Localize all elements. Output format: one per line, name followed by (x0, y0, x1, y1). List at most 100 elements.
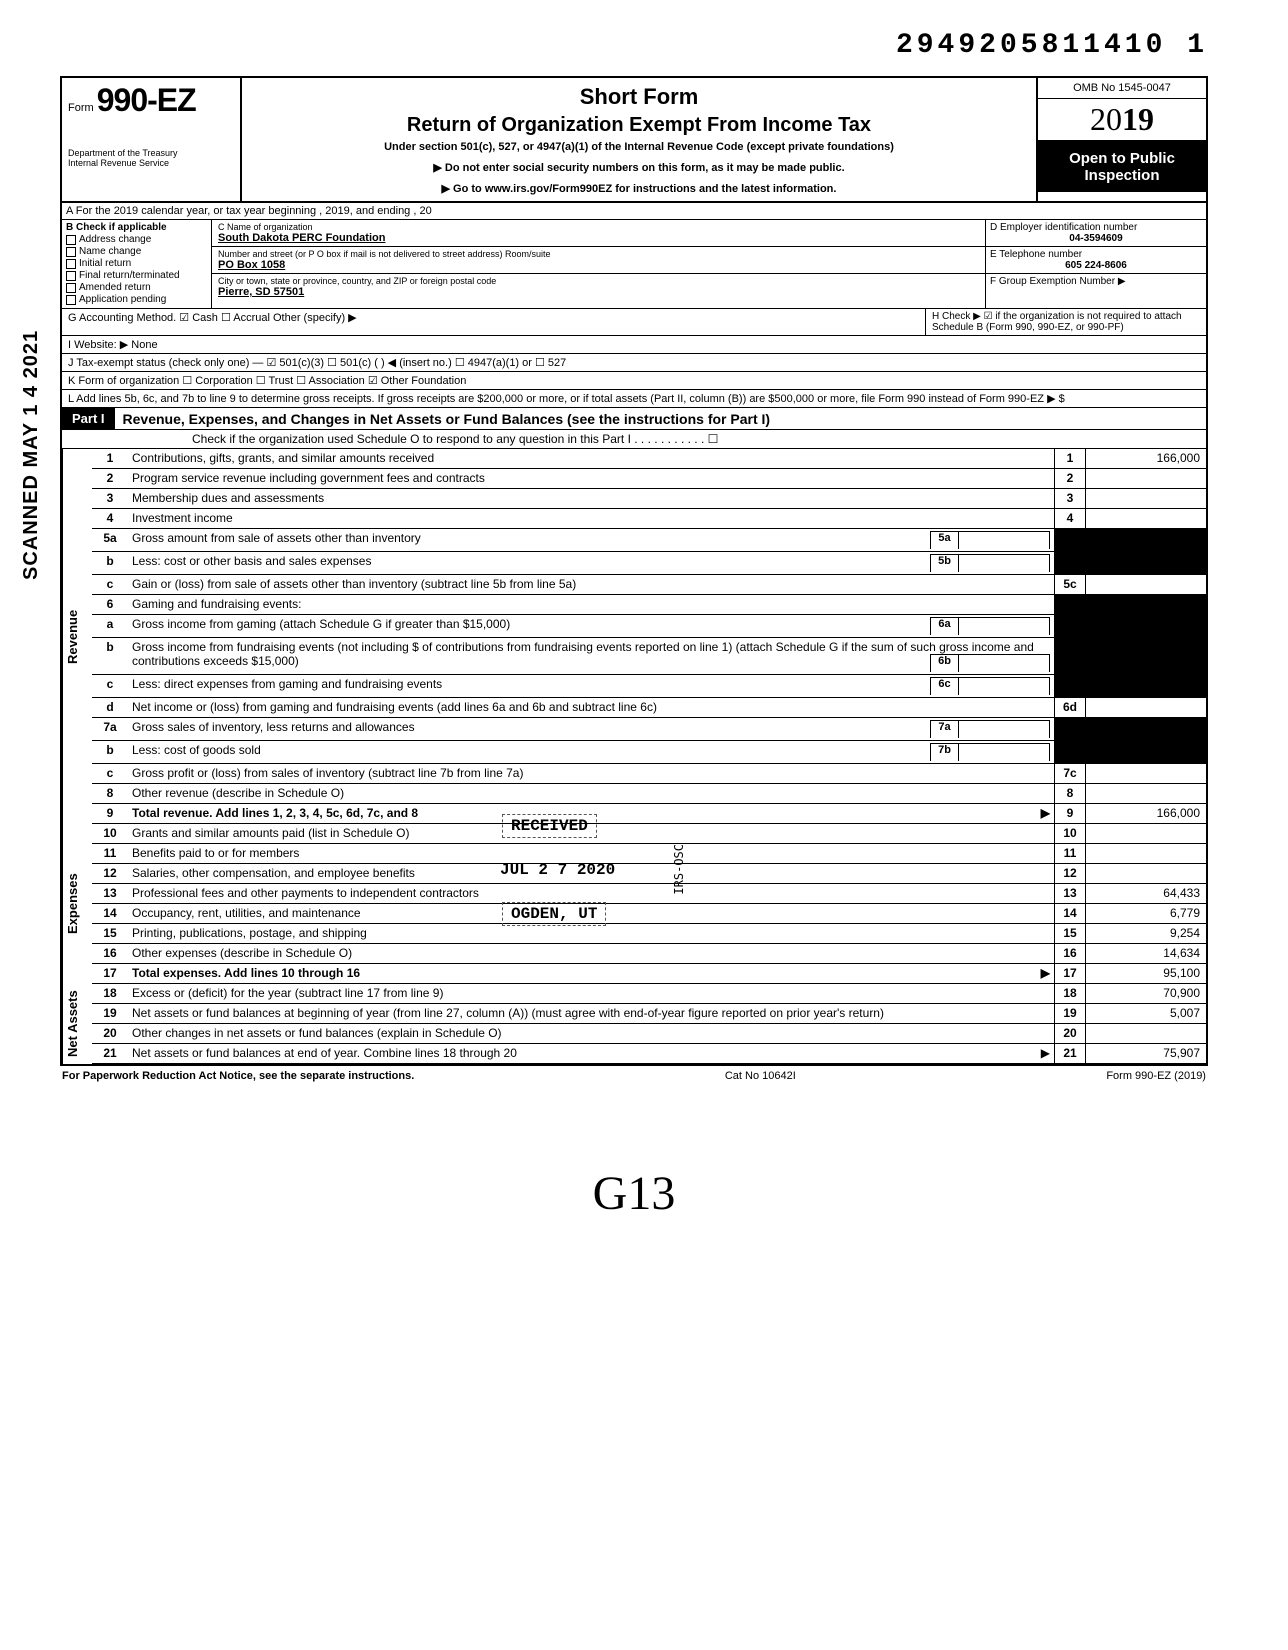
tax-year: 2019 (1038, 99, 1206, 142)
header-left: Form 990-EZ Department of the Treasury I… (62, 78, 242, 201)
line-1: 1Contributions, gifts, grants, and simil… (92, 449, 1206, 469)
line-rn: 9 (1054, 804, 1086, 823)
open-public: Open to Public Inspection (1038, 142, 1206, 192)
line-value: 14,634 (1086, 944, 1206, 963)
chk-initial[interactable] (66, 259, 76, 269)
chk-amended[interactable] (66, 283, 76, 293)
side-expenses: Expenses (62, 824, 92, 984)
line-b: bLess: cost of goods sold7b (92, 741, 1206, 764)
year-bold: 19 (1122, 101, 1154, 137)
line-b: bGross income from fundraising events (n… (92, 638, 1206, 675)
header-mid: Short Form Return of Organization Exempt… (242, 78, 1036, 201)
row-i: I Website: ▶ None (62, 336, 1206, 354)
line-value (1086, 575, 1206, 594)
return-title: Return of Organization Exempt From Incom… (248, 114, 1030, 137)
doc-number: 2949205811410 1 (60, 30, 1208, 61)
jul-stamp: JUL 2 7 2020 (492, 859, 623, 881)
line-19: 19Net assets or fund balances at beginni… (92, 1004, 1206, 1024)
line-rn: 14 (1054, 904, 1086, 923)
line-text: Gain or (loss) from sale of assets other… (128, 575, 1054, 594)
line-text: Less: direct expenses from gaming and fu… (128, 675, 1054, 697)
arrow-ssn: ▶ Do not enter social security numbers o… (248, 161, 1030, 174)
footer-mid: Cat No 10642I (725, 1070, 796, 1082)
line-num: 14 (92, 904, 128, 923)
line-text: Gaming and fundraising events: (128, 595, 1054, 614)
line-text: Gross sales of inventory, less returns a… (128, 718, 1054, 740)
line-text: Excess or (deficit) for the year (subtra… (128, 984, 1054, 1003)
d-lbl: D Employer identification number (990, 222, 1202, 233)
line-text: Net assets or fund balances at end of ye… (128, 1044, 1054, 1063)
row-h: H Check ▶ ☑ if the organization is not r… (926, 309, 1206, 335)
chk-app[interactable] (66, 295, 76, 305)
line-text: Net income or (loss) from gaming and fun… (128, 698, 1054, 717)
line-rn: 6d (1054, 698, 1086, 717)
line-text: Membership dues and assessments (128, 489, 1054, 508)
section-bcdef: B Check if applicable Address change Nam… (62, 220, 1206, 309)
line-num: 20 (92, 1024, 128, 1043)
line-b: bLess: cost or other basis and sales exp… (92, 552, 1206, 575)
side-netassets: Net Assets (62, 984, 92, 1064)
line-text: Printing, publications, postage, and shi… (128, 924, 1054, 943)
line-rn: 8 (1054, 784, 1086, 803)
line-c: cGross profit or (loss) from sales of in… (92, 764, 1206, 784)
opt-app: Application pending (79, 294, 166, 305)
f-lbl: F Group Exemption Number ▶ (990, 276, 1202, 287)
line-rn: 18 (1054, 984, 1086, 1003)
row-l: L Add lines 5b, 6c, and 7b to line 9 to … (62, 390, 1206, 408)
handwritten-note: G13 (60, 1166, 1208, 1221)
line-value (1086, 698, 1206, 717)
line-value (1086, 784, 1206, 803)
line-rn: 15 (1054, 924, 1086, 943)
line-rn: 19 (1054, 1004, 1086, 1023)
line-18: 18Excess or (deficit) for the year (subt… (92, 984, 1206, 1004)
chk-final[interactable] (66, 271, 76, 281)
line-rn: 7c (1054, 764, 1086, 783)
ogden-stamp: OGDEN, UT (502, 902, 606, 926)
line-c: cGain or (loss) from sale of assets othe… (92, 575, 1206, 595)
line-num: 11 (92, 844, 128, 863)
line-num: 16 (92, 944, 128, 963)
line-d: dNet income or (loss) from gaming and fu… (92, 698, 1206, 718)
chk-name[interactable] (66, 247, 76, 257)
line-14: 14Occupancy, rent, utilities, and mainte… (92, 904, 1206, 924)
line-num: 12 (92, 864, 128, 883)
line-3: 3Membership dues and assessments3 (92, 489, 1206, 509)
line-text: Total expenses. Add lines 10 through 16 … (128, 964, 1054, 983)
line-num: d (92, 698, 128, 717)
footer-left: For Paperwork Reduction Act Notice, see … (62, 1070, 414, 1082)
line-15: 15Printing, publications, postage, and s… (92, 924, 1206, 944)
line-value: 5,007 (1086, 1004, 1206, 1023)
line-5a: 5aGross amount from sale of assets other… (92, 529, 1206, 552)
line-num: b (92, 741, 128, 763)
line-c: cLess: direct expenses from gaming and f… (92, 675, 1206, 698)
org-addr: PO Box 1058 (218, 259, 979, 271)
chk-address[interactable] (66, 235, 76, 245)
line-rn: 10 (1054, 824, 1086, 843)
expenses-block: Expenses 10Grants and similar amounts pa… (62, 824, 1206, 984)
part1-title: Revenue, Expenses, and Changes in Net As… (115, 411, 771, 427)
line-rn: 21 (1054, 1044, 1086, 1063)
line-6: 6Gaming and fundraising events: (92, 595, 1206, 615)
line-num: 5a (92, 529, 128, 551)
line-rn: 13 (1054, 884, 1086, 903)
ein: 04-3594609 (990, 233, 1202, 244)
col-b: B Check if applicable Address change Nam… (62, 220, 212, 308)
line-rn: 4 (1054, 509, 1086, 528)
line-num: b (92, 552, 128, 574)
row-a: A For the 2019 calendar year, or tax yea… (62, 203, 1206, 220)
line-value (1086, 469, 1206, 488)
line-value (1086, 489, 1206, 508)
line-value (1086, 844, 1206, 863)
line-num: 19 (92, 1004, 128, 1023)
line-num: a (92, 615, 128, 637)
line-2: 2Program service revenue including gover… (92, 469, 1206, 489)
line-text: Program service revenue including govern… (128, 469, 1054, 488)
year-prefix: 20 (1090, 101, 1122, 137)
side-revenue: Revenue (62, 449, 92, 824)
line-7a: 7aGross sales of inventory, less returns… (92, 718, 1206, 741)
b-label: B Check if applicable (66, 222, 207, 233)
line-text: Less: cost or other basis and sales expe… (128, 552, 1054, 574)
part1-sub: Check if the organization used Schedule … (62, 430, 1206, 449)
e-lbl: E Telephone number (990, 249, 1202, 260)
line-rn: 5c (1054, 575, 1086, 594)
